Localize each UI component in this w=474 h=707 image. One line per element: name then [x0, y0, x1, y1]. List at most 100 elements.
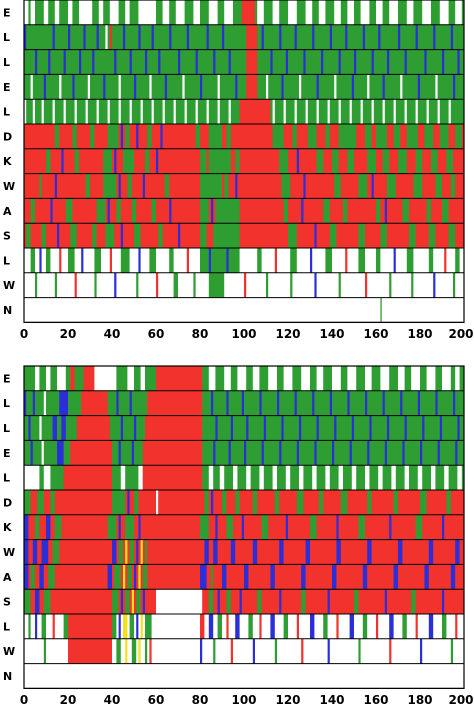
heatmap-cell-blue [134, 564, 137, 590]
heatmap-cell-blue [455, 440, 458, 466]
row-background [24, 663, 464, 689]
heatmap-cell-blue [371, 49, 374, 75]
heatmap-cell-white [334, 0, 341, 25]
heatmap-cell-white [316, 99, 319, 124]
heatmap-cell-green [279, 148, 288, 174]
heatmap-cell-white [94, 366, 117, 391]
heatmap-cell-blue [351, 415, 354, 441]
heatmap-cell-blue [457, 415, 460, 441]
heatmap-cell-green [169, 248, 174, 273]
heatmap-cell-blue [371, 173, 374, 199]
row-background [24, 74, 464, 100]
heatmap-cell-white [378, 465, 383, 490]
row-label: L [3, 31, 10, 44]
heatmap-cell-blue [402, 440, 405, 466]
heatmap-row [24, 297, 464, 323]
heatmap-cell-green [347, 148, 354, 174]
heatmap-cell-blue [131, 440, 134, 466]
heatmap-cell-green [208, 148, 231, 174]
heatmap-row [24, 564, 464, 590]
heatmap-cell-blue [35, 589, 40, 614]
heatmap-cell-blue [336, 539, 341, 565]
heatmap-cell-blue [57, 440, 64, 466]
heatmap-cell-blue [285, 514, 288, 540]
heatmap-cell-green [409, 223, 416, 248]
heatmap-cell-blue [61, 148, 64, 174]
heatmap-cell-red [200, 614, 205, 639]
heatmap-cell-green [442, 198, 449, 224]
heatmap-cell-green [235, 148, 240, 174]
heatmap-cell-white [426, 99, 429, 124]
row-label: N [3, 304, 12, 317]
heatmap-cell-white [312, 465, 317, 490]
heatmap-cell-green [318, 490, 324, 515]
heatmap-cell-white [24, 99, 27, 124]
heatmap-cell-green [376, 248, 381, 273]
heatmap-cell-blue [338, 49, 341, 75]
heatmap-cell-white [87, 74, 90, 100]
heatmap-row [24, 440, 464, 466]
heatmap-cell-blue [279, 539, 284, 565]
heatmap-cell-white [52, 99, 55, 124]
heatmap-cell-white [85, 99, 88, 124]
heatmap-cell-blue [261, 24, 264, 50]
heatmap-cell-green [340, 490, 348, 515]
heatmap-cell-green [446, 148, 453, 174]
heatmap-cell-blue [50, 198, 53, 224]
x-tick-label: 0 [20, 327, 28, 341]
heatmap-cell-white [422, 0, 431, 25]
heatmap-cell-blue [118, 514, 121, 540]
row-background [24, 223, 464, 248]
heatmap-cell-blue [384, 589, 387, 614]
heatmap-cell-blue [169, 24, 172, 50]
heatmap-cell-white [283, 366, 293, 391]
heatmap-cell-blue [68, 24, 71, 50]
row-label: L [3, 422, 10, 435]
heatmap-cell-green [65, 198, 73, 224]
x-tick-label: 80 [192, 693, 209, 707]
heatmap-cell-green [281, 173, 291, 199]
heatmap-cell-blue [235, 74, 238, 100]
heatmap-cell-blue [420, 440, 423, 466]
x-tick-label: 180 [407, 327, 432, 341]
heatmap-cell-blue [433, 272, 436, 298]
heatmap-cell-white [259, 465, 264, 490]
row-label: A [3, 571, 12, 584]
row-label: K [3, 521, 12, 534]
heatmap-cell-blue [428, 539, 434, 565]
heatmap-cell-white [125, 0, 130, 25]
heatmap-cell-green [127, 173, 132, 199]
heatmap-cell-blue [235, 614, 240, 639]
heatmap-cell-blue [345, 24, 348, 50]
heatmap-cell-blue [186, 24, 189, 50]
heatmap-cell-green [274, 490, 280, 515]
heatmap-cell-blue [211, 198, 214, 224]
heatmap-cell-blue [213, 440, 216, 466]
heatmap-cell-white [68, 0, 73, 25]
row-label: L [3, 254, 10, 267]
heatmap-cell-blue [178, 49, 181, 75]
heatmap-cell-yellow [123, 564, 126, 590]
heatmap-cell-green [325, 124, 330, 149]
row-label: L [3, 620, 10, 633]
heatmap-cell-blue [28, 415, 31, 441]
heatmap-cell-blue [296, 440, 299, 466]
heatmap-cell-green [213, 638, 216, 664]
heatmap-cell-white [332, 366, 341, 391]
heatmap-cell-green [200, 514, 209, 540]
heatmap-cell-blue [332, 440, 335, 466]
heatmap-cell-blue [215, 415, 218, 441]
plot-frame [23, 0, 465, 323]
heatmap-cell-white [439, 0, 449, 25]
heatmap-cell-green [118, 539, 123, 565]
heatmap-cell-blue [362, 564, 368, 590]
heatmap-cell-white [120, 465, 126, 490]
heatmap-cell-blue [450, 564, 456, 590]
heatmap-cell-blue [123, 24, 126, 50]
heatmap-cell-white [406, 0, 414, 25]
heatmap-cell-white [404, 99, 407, 124]
heatmap-cell-blue [327, 638, 330, 664]
heatmap-cell-blue [303, 173, 306, 199]
heatmap-cell-blue [378, 24, 381, 50]
heatmap-cell-blue [422, 415, 425, 441]
